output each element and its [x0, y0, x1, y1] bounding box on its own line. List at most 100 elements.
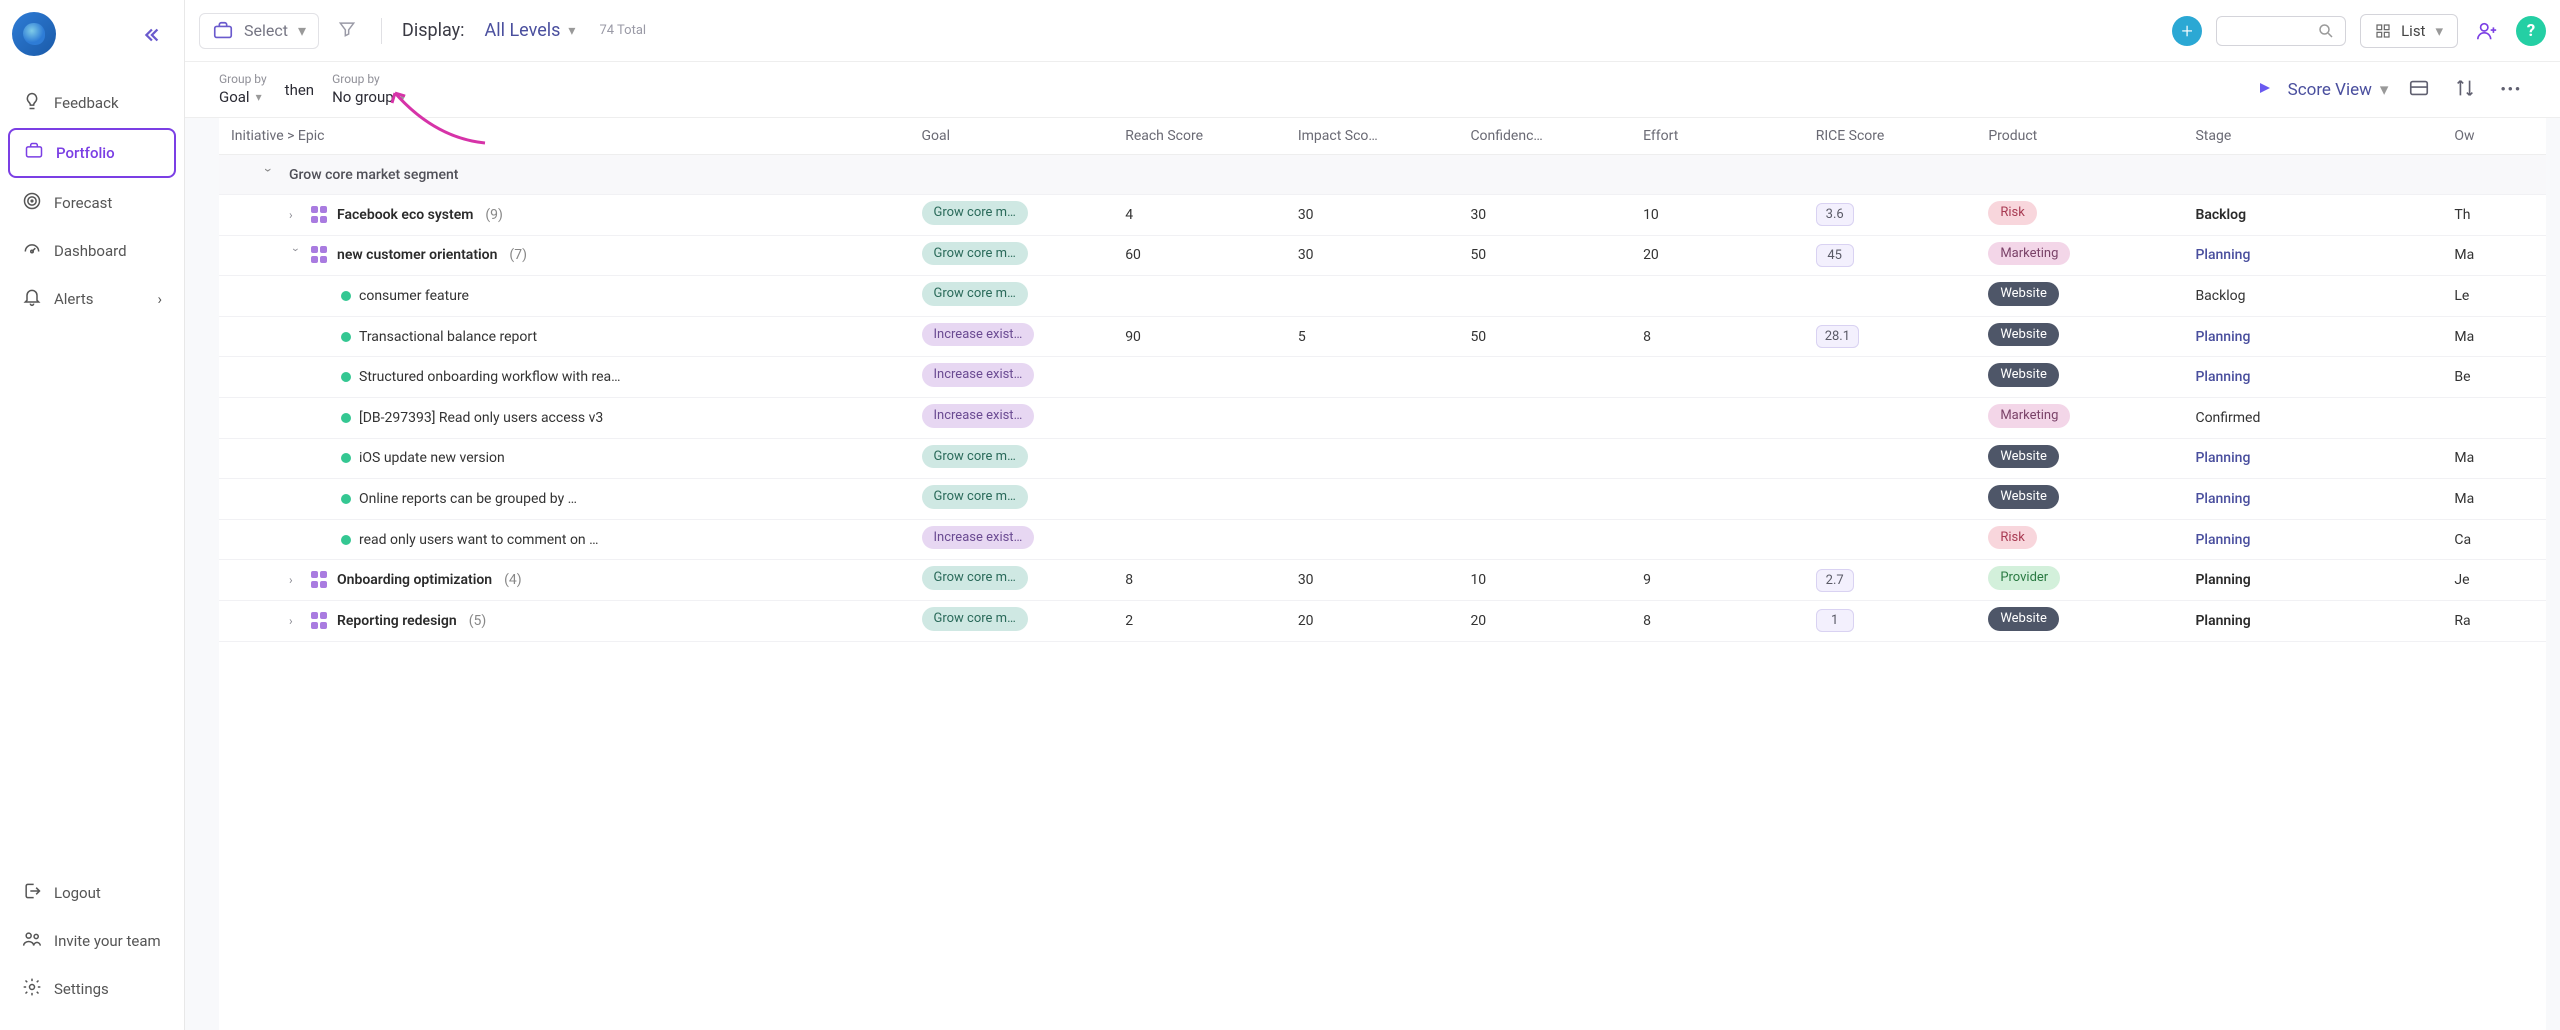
then-label: then — [285, 81, 314, 99]
reach-value — [1113, 438, 1286, 479]
row-name: [DB-297393] Read only users access v3 — [359, 410, 603, 426]
table-row[interactable]: [DB-297393] Read only users access v3 Inc… — [219, 397, 2546, 438]
goal-pill: Increase exist… — [922, 526, 1035, 550]
group1-value: Goal — [219, 88, 250, 106]
confidence-value: 10 — [1458, 560, 1631, 601]
product-pill: Risk — [1988, 201, 2036, 225]
score-view-dropdown[interactable]: Score View ▾ — [2288, 80, 2389, 100]
table-row[interactable]: read only users want to comment on …Incr… — [219, 519, 2546, 560]
table-row[interactable]: consumer featureGrow core m…WebsiteBackl… — [219, 276, 2546, 317]
stage-value: Backlog — [2195, 288, 2245, 304]
sidebar-item-feedback[interactable]: Feedback — [8, 80, 176, 126]
table-row[interactable]: ›Reporting redesign(5)Grow core m…220208… — [219, 600, 2546, 641]
confidence-value — [1458, 357, 1631, 398]
confidence-value — [1458, 276, 1631, 317]
owner-value: Be — [2442, 357, 2546, 398]
confidence-value — [1458, 519, 1631, 560]
effort-value — [1631, 479, 1804, 520]
invite-user-icon[interactable] — [2472, 16, 2502, 46]
table-row[interactable]: ›Facebook eco system(9)Grow core m…43030… — [219, 195, 2546, 236]
sidebar-item-settings[interactable]: Settings — [8, 966, 176, 1012]
score-arrow-icon — [2152, 81, 2272, 99]
row-name: Online reports can be grouped by … — [359, 491, 577, 507]
card-view-icon[interactable] — [2404, 73, 2434, 107]
collapse-sidebar-icon[interactable] — [140, 24, 162, 50]
stage-value[interactable]: Planning — [2195, 329, 2250, 345]
sidebar-item-logout[interactable]: Logout — [8, 870, 176, 916]
add-button[interactable]: + — [2172, 16, 2202, 46]
secondary-nav: LogoutInvite your teamSettings — [0, 870, 184, 1022]
col-initiative[interactable]: Initiative > Epic — [219, 118, 910, 155]
effort-value — [1631, 276, 1804, 317]
stage-value[interactable]: Planning — [2195, 369, 2250, 385]
goal-pill: Increase exist… — [922, 404, 1035, 428]
view-mode-dropdown[interactable]: List ▾ — [2360, 14, 2458, 48]
main: Select ▾ Display: All Levels ▾ 74 Total … — [185, 0, 2560, 1030]
sidebar-item-forecast[interactable]: Forecast — [8, 180, 176, 226]
col-effort[interactable]: Effort — [1631, 118, 1804, 155]
chevron-right-icon[interactable]: › — [289, 573, 303, 587]
owner-value: Ra — [2442, 600, 2546, 641]
more-icon[interactable]: ••• — [2496, 78, 2526, 102]
col-reach[interactable]: Reach Score — [1113, 118, 1286, 155]
app-logo[interactable] — [12, 12, 56, 56]
table-row[interactable]: Structured onboarding workflow with rea…… — [219, 357, 2546, 398]
table-row[interactable]: ›Onboarding optimization(4)Grow core m…8… — [219, 560, 2546, 601]
table-row[interactable]: Online reports can be grouped by …Grow c… — [219, 479, 2546, 520]
caret-down-icon: ▾ — [298, 21, 306, 40]
stage-value[interactable]: Planning — [2195, 613, 2250, 629]
chevron-right-icon[interactable]: › — [289, 208, 303, 222]
sidebar-item-invite-your-team[interactable]: Invite your team — [8, 918, 176, 964]
goal-pill: Grow core m… — [922, 566, 1028, 590]
col-product[interactable]: Product — [1976, 118, 2183, 155]
sort-icon[interactable] — [2450, 73, 2480, 107]
impact-value: 30 — [1286, 195, 1459, 236]
sidebar-item-dashboard[interactable]: Dashboard — [8, 228, 176, 274]
help-icon[interactable]: ? — [2516, 16, 2546, 46]
row-count: (5) — [469, 613, 487, 629]
divider — [381, 18, 382, 44]
goal-pill: Grow core m… — [922, 242, 1028, 266]
chevron-right-icon[interactable]: › — [289, 614, 303, 628]
table-row[interactable]: Transactional balance reportIncrease exi… — [219, 316, 2546, 357]
group-by-1[interactable]: Group by Goal▾ — [219, 72, 267, 107]
effort-value: 9 — [1631, 560, 1804, 601]
epic-icon — [311, 571, 329, 589]
table-header-row: Initiative > Epic Goal Reach Score Impac… — [219, 118, 2546, 155]
product-pill: Website — [1988, 323, 2059, 347]
stage-value[interactable]: Planning — [2195, 532, 2250, 548]
table-row[interactable]: ›new customer orientation(7)Grow core m…… — [219, 235, 2546, 276]
reach-value: 60 — [1113, 235, 1286, 276]
confidence-value: 20 — [1458, 600, 1631, 641]
filter-icon[interactable] — [333, 15, 361, 47]
col-stage[interactable]: Stage — [2183, 118, 2442, 155]
reach-value — [1113, 479, 1286, 520]
subbar-right: Score View ▾ ••• — [2152, 73, 2526, 107]
stage-value[interactable]: Planning — [2195, 450, 2250, 466]
col-impact[interactable]: Impact Sco… — [1286, 118, 1459, 155]
effort-value: 20 — [1631, 235, 1804, 276]
group-header-row[interactable]: ›Grow core market segment — [219, 155, 2546, 195]
chevron-down-icon[interactable]: › — [289, 248, 303, 262]
group-label: Group by — [219, 72, 267, 86]
col-confidence[interactable]: Confidenc… — [1458, 118, 1631, 155]
search-input[interactable] — [2216, 16, 2346, 46]
effort-value: 8 — [1631, 600, 1804, 641]
display-dropdown[interactable]: All Levels ▾ — [479, 20, 576, 41]
col-rice[interactable]: RICE Score — [1804, 118, 1977, 155]
sidebar-item-portfolio[interactable]: Portfolio — [8, 128, 176, 178]
status-dot-icon — [341, 494, 351, 504]
group-by-2[interactable]: Group by No group▾ — [332, 72, 406, 107]
col-goal[interactable]: Goal — [910, 118, 1114, 155]
table-row[interactable]: iOS update new versionGrow core m…Websit… — [219, 438, 2546, 479]
stage-value[interactable]: Planning — [2195, 491, 2250, 507]
sidebar-item-alerts[interactable]: Alerts› — [8, 276, 176, 322]
col-owner[interactable]: Ow — [2442, 118, 2546, 155]
stage-value[interactable]: Planning — [2195, 572, 2250, 588]
impact-value: 30 — [1286, 560, 1459, 601]
select-dropdown[interactable]: Select ▾ — [199, 13, 319, 49]
chevron-right-icon: › — [157, 290, 162, 308]
impact-value: 30 — [1286, 235, 1459, 276]
product-pill: Provider — [1988, 566, 2060, 590]
stage-value[interactable]: Planning — [2195, 247, 2250, 263]
